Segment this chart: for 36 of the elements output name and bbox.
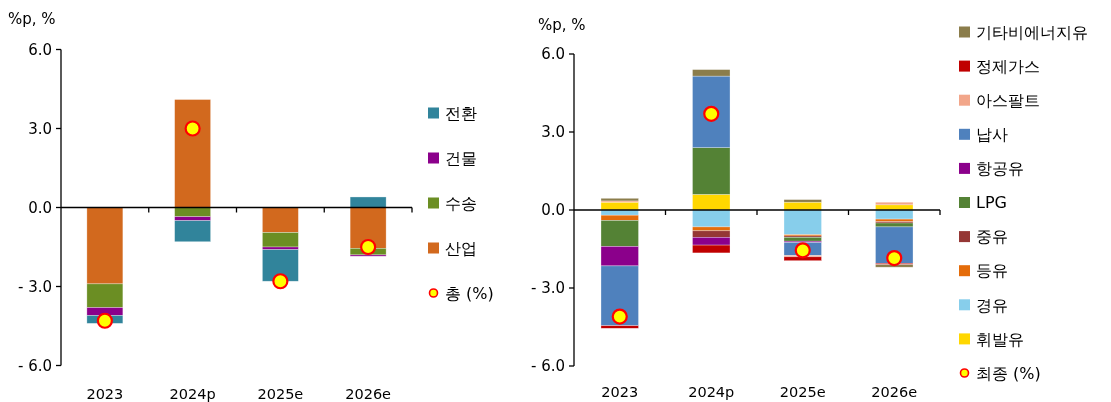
legend-label: LPG: [976, 193, 1007, 213]
legend-label: 기타비에너지유: [976, 22, 1088, 42]
y-tick-label: 6.0: [28, 40, 52, 59]
legend-label: 휘발유: [976, 329, 1024, 349]
legend-label: 정제가스: [976, 56, 1040, 76]
x-tick-label: 2026e: [345, 386, 392, 402]
legend-label: 등유: [976, 261, 1008, 281]
y-tick-label: 3.0: [28, 119, 52, 138]
y-tick-label: 0.0: [541, 201, 565, 220]
x-tick-label: 2026e: [871, 384, 918, 400]
x-tick-label: 2023: [601, 384, 639, 400]
legend-label: 경유: [976, 295, 1008, 315]
y-tick-label: - 3.0: [17, 277, 52, 296]
y-tick-label: - 3.0: [530, 279, 565, 298]
x-tick-label: 2024p: [169, 386, 216, 402]
y-axis-title: %p, %: [538, 16, 586, 34]
legend-label: 총 (%): [445, 283, 494, 303]
x-tick-label: 2023: [86, 386, 124, 402]
legend-label: 수송: [445, 193, 477, 213]
y-tick-label: 0.0: [28, 198, 52, 217]
legend-label: 전환: [445, 103, 477, 123]
y-axis-title: %p, %: [8, 10, 56, 28]
legend-label: 건물: [445, 148, 477, 168]
x-tick-label: 2025e: [257, 386, 304, 402]
legend-label: 산업: [445, 238, 477, 258]
x-tick-label: 2025e: [779, 384, 826, 400]
legend-label: 최종 (%): [976, 363, 1041, 383]
y-tick-label: - 6.0: [530, 357, 565, 376]
legend-label: 항공유: [976, 159, 1024, 179]
y-tick-label: - 6.0: [17, 356, 52, 375]
y-tick-label: 3.0: [541, 123, 565, 142]
legend-label: 납사: [976, 125, 1008, 145]
legend-label: 중유: [976, 227, 1008, 247]
x-tick-label: 2024p: [688, 384, 735, 400]
y-tick-label: 6.0: [541, 45, 565, 64]
legend-label: 아스팔트: [976, 90, 1040, 110]
